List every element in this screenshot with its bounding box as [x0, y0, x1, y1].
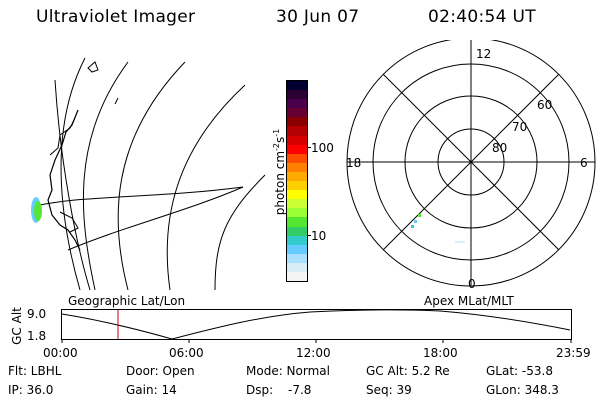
map-parallel	[54, 79, 91, 290]
map-meridian	[82, 61, 129, 290]
colorbar-segment	[287, 217, 307, 227]
colorbar-segment	[287, 99, 307, 109]
coastline	[87, 61, 99, 73]
date-label: 30 Jun 07	[276, 7, 360, 27]
colorbar-segment	[287, 90, 307, 100]
colorbar-segment	[287, 262, 307, 272]
coastline	[47, 109, 81, 251]
status-seq: Seq: 39	[366, 383, 412, 397]
colorbar-segment	[287, 199, 307, 209]
status-door: Door: Open	[126, 364, 195, 378]
colorbar-segment	[287, 271, 307, 282]
timeline-xtick-0: 00:00	[43, 346, 78, 360]
status-mode: Mode: Normal	[246, 364, 330, 378]
map-meridian	[117, 61, 186, 290]
colorbar-segment	[287, 208, 307, 218]
status-dsp-value: -7.8	[288, 383, 312, 397]
map-parallel	[67, 186, 244, 251]
mlt-label-18: 18	[346, 156, 362, 170]
colorbar-segment	[287, 135, 307, 145]
colorbar-segment	[287, 162, 307, 172]
lat-label-70: 70	[512, 120, 528, 134]
status-gc-alt: GC Alt: 5.2 Re	[366, 364, 450, 378]
emission-dot	[418, 214, 421, 217]
colorbar-segment	[287, 144, 307, 154]
status-glon: GLon: 348.3	[486, 383, 559, 397]
colorbar-segment	[287, 171, 307, 182]
polar-plot	[346, 40, 596, 287]
colorbar-tick-mark	[307, 147, 311, 148]
colorbar-segment	[287, 244, 307, 254]
colorbar-segment	[287, 235, 307, 245]
timeline-xtick-4: 23:59	[556, 346, 591, 360]
colorbar-segment	[287, 253, 307, 263]
status-glat: GLat: -53.8	[486, 364, 553, 378]
colorbar-segment	[287, 108, 307, 118]
colorbar	[286, 80, 308, 282]
map-meridian	[214, 174, 266, 290]
colorbar-tick-mark	[307, 235, 311, 236]
emission-dot	[411, 225, 414, 228]
timeline-axis-title: GC Alt	[10, 307, 24, 345]
map-meridian	[166, 84, 246, 290]
timeline-frame	[61, 309, 572, 340]
status-dsp-label: Dsp:	[246, 383, 274, 397]
colorbar-tick-10: 10	[311, 229, 327, 243]
colorbar-segment	[287, 153, 307, 163]
lat-label-60: 60	[537, 98, 553, 112]
status-ip: IP: 36.0	[8, 383, 54, 397]
timeline-right-title: Apex MLat/MLT	[424, 294, 514, 308]
app-title: Ultraviolet Imager	[36, 7, 196, 27]
timeline-left-title: Geographic Lat/Lon	[68, 294, 186, 308]
colorbar-tick-100: 100	[311, 141, 334, 155]
time-label: 02:40:54 UT	[428, 7, 536, 27]
colorbar-segment	[287, 117, 307, 127]
emission-dot	[414, 220, 417, 223]
timeline-ytick-low: 1.8	[27, 329, 47, 343]
map-parallel	[39, 186, 244, 206]
colorbar-label: photon cm-2s-1	[272, 128, 287, 216]
timeline-xtick-2: 12:00	[296, 346, 331, 360]
coastline	[49, 117, 76, 156]
colorbar-segment	[287, 81, 307, 91]
polar-diagonal	[382, 73, 560, 251]
colorbar-segment	[287, 190, 307, 200]
lat-label-80: 80	[492, 141, 508, 155]
map-meridian	[60, 57, 86, 290]
geographic-map	[31, 57, 266, 290]
mlt-label-12: 12	[476, 47, 492, 61]
status-filter: Flt: LBHL	[8, 364, 62, 378]
mlt-label-0: 0	[468, 277, 476, 291]
status-gain: Gain: 14	[126, 383, 177, 397]
colorbar-segment	[287, 126, 307, 136]
altitude-curve	[61, 309, 571, 340]
emission-dot	[455, 241, 465, 243]
timeline-ytick-high: 9.0	[27, 307, 47, 321]
colorbar-segment	[287, 226, 307, 236]
emission-patch-inner	[34, 201, 42, 221]
timeline-xtick-1: 06:00	[169, 346, 204, 360]
timeline-xtick-3: 18:00	[423, 346, 458, 360]
coastline	[114, 97, 119, 105]
colorbar-segment	[287, 181, 307, 191]
mlt-label-6: 6	[580, 156, 588, 170]
coastline	[59, 211, 79, 233]
timeline-plot	[61, 309, 572, 343]
